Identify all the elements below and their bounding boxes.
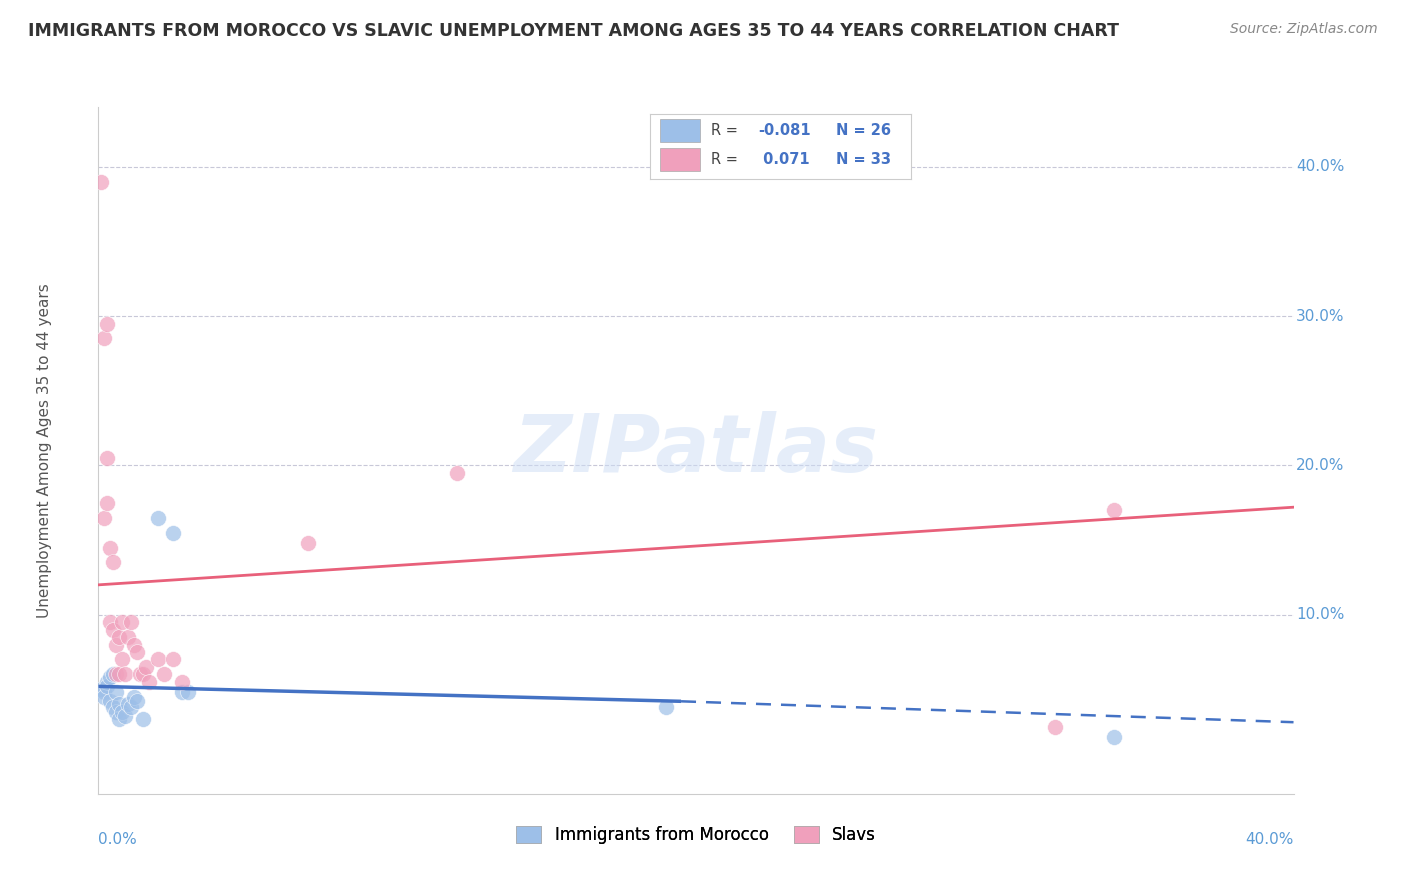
Text: IMMIGRANTS FROM MOROCCO VS SLAVIC UNEMPLOYMENT AMONG AGES 35 TO 44 YEARS CORRELA: IMMIGRANTS FROM MOROCCO VS SLAVIC UNEMPL… xyxy=(28,22,1119,40)
Point xyxy=(1104,730,1126,744)
Point xyxy=(132,712,155,726)
Point xyxy=(105,638,128,652)
Point xyxy=(98,615,122,630)
Point xyxy=(177,685,200,699)
Point xyxy=(127,645,149,659)
Point xyxy=(655,700,678,714)
Point xyxy=(96,674,118,689)
Point xyxy=(153,667,176,681)
Point xyxy=(93,510,115,524)
Point xyxy=(98,670,122,684)
Point xyxy=(148,510,170,524)
Text: 0.071: 0.071 xyxy=(758,152,810,167)
Text: ZIPatlas: ZIPatlas xyxy=(513,411,879,490)
Point xyxy=(98,541,122,555)
Point xyxy=(297,536,319,550)
Bar xyxy=(661,148,700,171)
Point xyxy=(108,630,131,644)
Point xyxy=(103,667,125,681)
Point xyxy=(103,623,125,637)
Point xyxy=(96,679,118,693)
Point xyxy=(105,667,128,681)
Point xyxy=(93,690,115,704)
Point xyxy=(1043,720,1066,734)
Point xyxy=(124,638,146,652)
Point xyxy=(105,705,128,719)
Point xyxy=(111,652,134,666)
Text: N = 26: N = 26 xyxy=(837,123,891,137)
Point xyxy=(135,660,157,674)
Legend: Immigrants from Morocco, Slavs: Immigrants from Morocco, Slavs xyxy=(509,819,883,851)
Text: R =: R = xyxy=(711,152,742,167)
Text: 40.0%: 40.0% xyxy=(1246,831,1294,847)
Point xyxy=(108,712,131,726)
Point xyxy=(120,700,142,714)
Point xyxy=(124,690,146,704)
Point xyxy=(93,331,115,345)
Point xyxy=(1104,503,1126,517)
Point xyxy=(172,674,194,689)
Point xyxy=(117,630,139,644)
Point xyxy=(108,698,131,712)
Point xyxy=(90,175,112,189)
Point xyxy=(120,615,142,630)
Point xyxy=(96,317,118,331)
Text: Source: ZipAtlas.com: Source: ZipAtlas.com xyxy=(1230,22,1378,37)
Point xyxy=(114,667,136,681)
Text: 10.0%: 10.0% xyxy=(1296,607,1344,623)
Point xyxy=(93,685,115,699)
Point xyxy=(138,674,160,689)
Text: 0.0%: 0.0% xyxy=(98,831,138,847)
Point xyxy=(162,525,184,540)
Point xyxy=(98,694,122,708)
Point xyxy=(114,709,136,723)
Point xyxy=(90,682,112,697)
Point xyxy=(111,705,134,719)
Text: N = 33: N = 33 xyxy=(837,152,891,167)
Point xyxy=(96,450,118,465)
Point xyxy=(111,615,134,630)
Point xyxy=(129,667,152,681)
Text: 40.0%: 40.0% xyxy=(1296,160,1344,174)
Point xyxy=(96,496,118,510)
Point xyxy=(132,667,155,681)
Text: -0.081: -0.081 xyxy=(758,123,811,137)
Text: Unemployment Among Ages 35 to 44 years: Unemployment Among Ages 35 to 44 years xyxy=(37,283,52,618)
Point xyxy=(103,556,125,570)
Point xyxy=(127,694,149,708)
Point xyxy=(108,667,131,681)
Text: R =: R = xyxy=(711,123,742,137)
Point xyxy=(162,652,184,666)
Point xyxy=(446,466,468,480)
Text: 20.0%: 20.0% xyxy=(1296,458,1344,473)
Point xyxy=(172,685,194,699)
Point xyxy=(148,652,170,666)
Text: 30.0%: 30.0% xyxy=(1296,309,1344,324)
Bar xyxy=(661,120,700,142)
Point xyxy=(103,700,125,714)
Point xyxy=(105,685,128,699)
Point xyxy=(117,698,139,712)
